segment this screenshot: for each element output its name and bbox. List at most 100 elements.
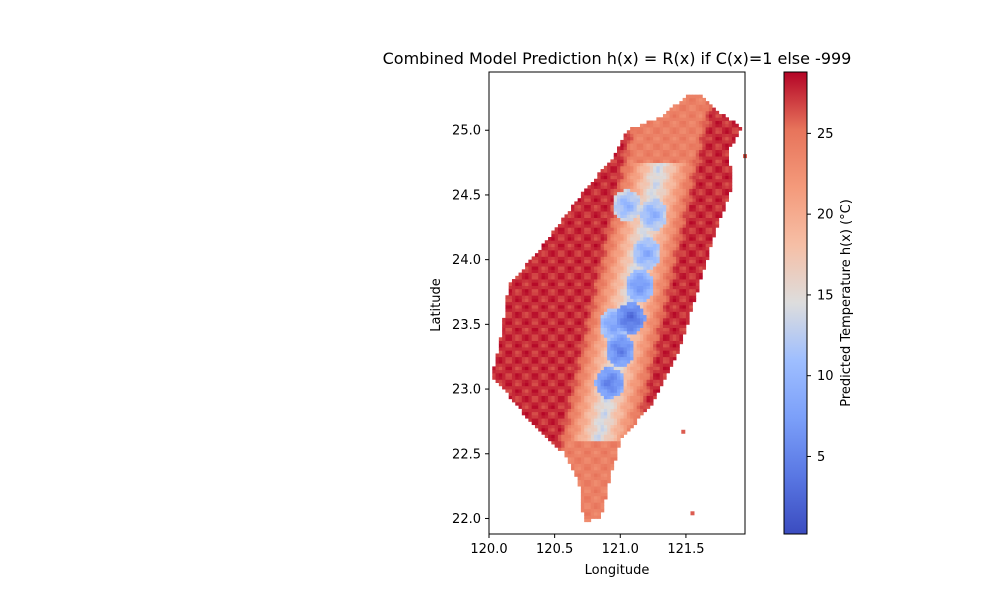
heatmap-cell [587,499,592,503]
heatmap-cell [617,414,621,419]
heatmap-cell [521,285,526,290]
heatmap-cell [528,330,533,335]
heatmap-cell [630,272,634,277]
heatmap-cell [590,295,595,299]
heatmap-cell [590,317,595,322]
heatmap-cell [528,350,533,354]
heatmap-cell [515,379,519,383]
heatmap-cell [656,156,661,160]
heatmap-cell [580,476,585,481]
heatmap-cell [620,224,624,228]
heatmap-cell [594,350,598,354]
heatmap-cell [594,282,598,286]
heatmap-cell [600,282,605,286]
heatmap-cell [626,262,631,267]
heatmap-cell [685,282,690,286]
heatmap-cell [574,460,579,464]
heatmap-cell [502,337,506,341]
heatmap-cell [551,253,556,257]
heatmap-cell [607,178,611,183]
heatmap-cell [610,398,615,403]
heatmap-cell [597,272,601,277]
heatmap-cell [600,411,605,416]
heatmap-cell [692,198,697,202]
heatmap-cell [587,392,592,396]
heatmap-cell [695,262,700,267]
heatmap-cell [577,437,582,442]
heatmap-cell [633,311,638,316]
heatmap-cell [580,385,585,390]
heatmap-cell [594,424,598,429]
heatmap-cell [669,324,674,328]
heatmap-cell [672,104,677,108]
heatmap-cell [669,175,674,180]
heatmap-cell [508,321,513,325]
heatmap-cell [722,114,726,118]
heatmap-cell [534,356,539,361]
heatmap-cell [515,402,519,406]
heatmap-cell [692,288,697,293]
heatmap-cell [676,324,680,328]
heatmap-cell [597,201,601,206]
heatmap-cell [620,220,624,225]
heatmap-cell [571,301,575,306]
heatmap-cell [669,207,674,212]
heatmap-cell [669,285,674,290]
heatmap-cell [649,311,654,316]
heatmap-cell [580,369,585,374]
heatmap-cell [702,198,707,202]
heatmap-cell [708,104,713,108]
heatmap-cell [620,243,624,248]
heatmap-cell [682,188,687,193]
heatmap-cell [571,437,575,442]
heatmap-cell [590,395,595,400]
heatmap-cell [607,418,611,422]
heatmap-cell [564,353,569,358]
heatmap-cell [574,308,579,312]
heatmap-cell [679,207,684,212]
heatmap-cell [731,130,736,134]
heatmap-cell [639,334,644,338]
heatmap-cell [584,298,588,303]
heatmap-cell [662,146,667,151]
heatmap-cell [626,398,631,403]
heatmap-cell [666,337,670,341]
heatmap-cell [676,272,680,277]
heatmap-cell [653,395,657,400]
heatmap-cell [685,165,690,170]
heatmap-cell [577,405,582,409]
heatmap-cell [617,321,621,325]
heatmap-cell [692,227,697,231]
heatmap-cell [656,337,661,341]
heatmap-cell [564,285,569,290]
heatmap-cell [518,353,523,358]
heatmap-cell [662,356,667,361]
heatmap-cell [620,162,624,167]
heatmap-cell [649,385,654,390]
heatmap-cell [705,253,710,257]
heatmap-cell [548,298,552,303]
heatmap-cell [603,240,608,244]
heatmap-cell [626,214,631,218]
heatmap-cell [633,275,638,280]
heatmap-cell [649,259,654,264]
heatmap-cell [672,343,677,348]
heatmap-cell [505,308,510,312]
heatmap-cell [626,337,631,341]
heatmap-cell [577,402,582,406]
heatmap-cell [574,421,579,426]
heatmap-cell [623,304,628,309]
heatmap-cell [662,353,667,358]
heatmap-cell [715,207,720,212]
heatmap-cell [662,266,667,270]
heatmap-cell [603,214,608,218]
heatmap-cell [590,389,595,393]
heatmap-cell [574,204,579,209]
heatmap-cell [584,243,588,248]
heatmap-cell [597,334,601,338]
heatmap-cell [610,169,615,173]
heatmap-cell [571,347,575,351]
heatmap-cell [636,330,641,335]
heatmap-cell [715,217,720,222]
heatmap-cell [597,301,601,306]
